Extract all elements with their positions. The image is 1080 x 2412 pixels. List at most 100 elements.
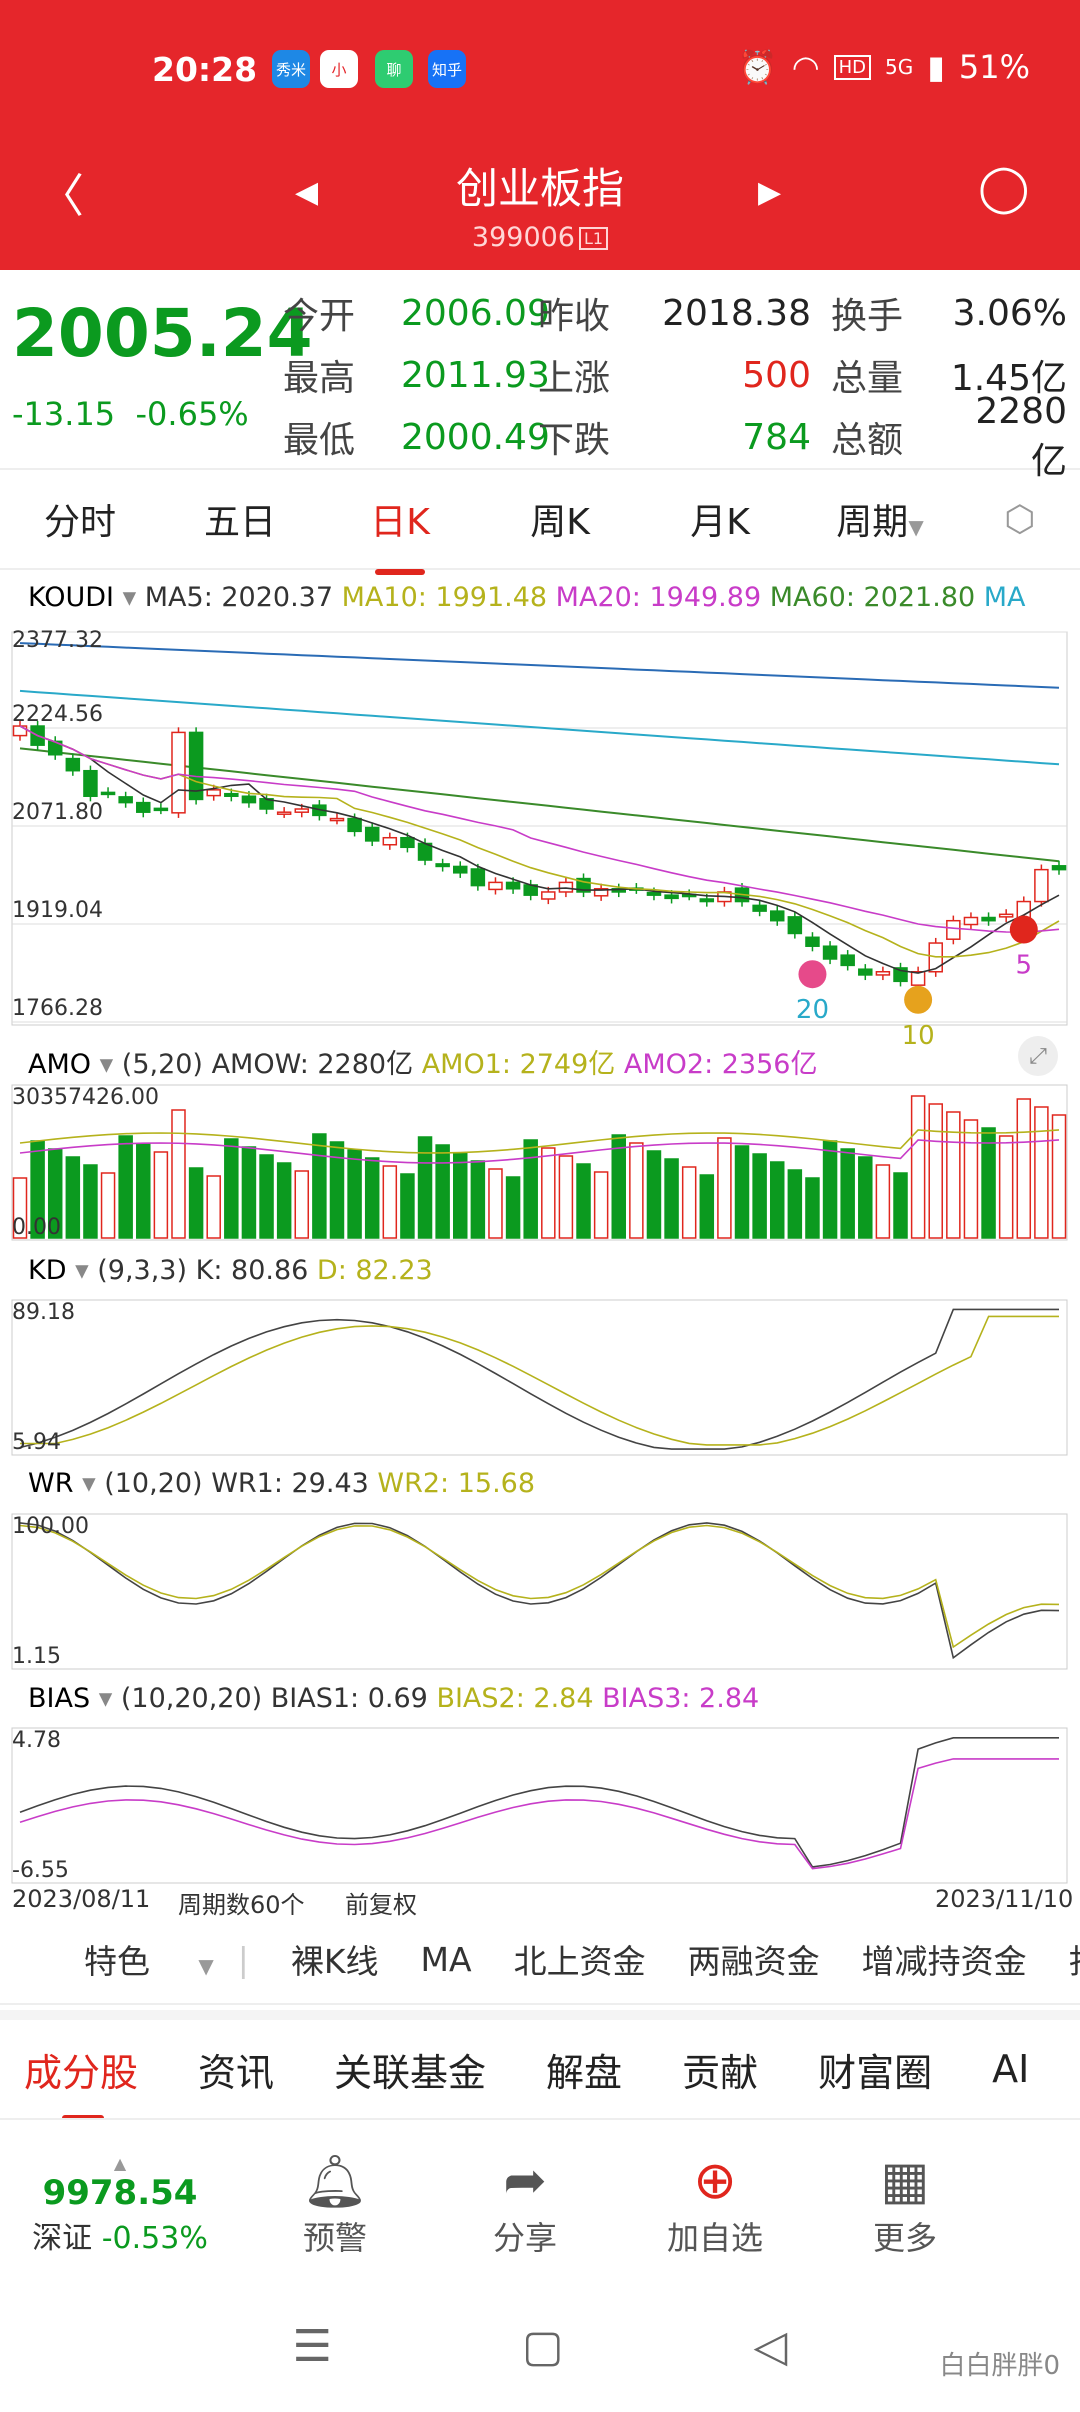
menu-icon[interactable]: ☰ bbox=[292, 2320, 333, 2372]
adjust-mode[interactable]: 前复权 bbox=[345, 1891, 417, 1919]
amo-bar bbox=[787, 1169, 803, 1239]
label-high: 最高 bbox=[283, 358, 356, 399]
amo-bar bbox=[963, 1119, 979, 1239]
quote-row: 最低 2000.49 下跌 784 总额 2280亿 bbox=[283, 391, 1073, 482]
amo-bar bbox=[400, 1173, 415, 1239]
feature-limit-up[interactable]: 打板 bbox=[1069, 1935, 1080, 1983]
caret-up-icon: ▲ bbox=[113, 2153, 127, 2173]
amo-bar bbox=[171, 1109, 186, 1239]
candle bbox=[188, 731, 204, 801]
tab-five-day[interactable]: 五日 bbox=[203, 502, 276, 543]
amo-bar bbox=[435, 1144, 450, 1239]
feature-margin[interactable]: 两融资金 bbox=[687, 1942, 820, 1981]
search-icon[interactable]: ◯ bbox=[978, 160, 1030, 214]
candle bbox=[206, 789, 221, 797]
candle bbox=[858, 968, 873, 976]
kline-legend[interactable]: KOUDI ▾ MA5: 2020.37 MA10: 1991.48 MA20:… bbox=[28, 582, 1026, 613]
tab-news[interactable]: 资讯 bbox=[198, 2050, 275, 2095]
amo-bar bbox=[981, 1127, 996, 1239]
wr-legend[interactable]: WR ▾ (10,20) WR1: 29.43 WR2: 15.68 bbox=[28, 1468, 536, 1499]
tab-daily-k[interactable]: 日K bbox=[320, 493, 480, 575]
tab-analysis[interactable]: 解盘 bbox=[546, 2050, 623, 2095]
candle bbox=[981, 916, 996, 922]
more-button[interactable]: ▦ 更多 bbox=[810, 2151, 1000, 2259]
tab-ai[interactable]: AI bbox=[992, 2047, 1030, 2091]
amo-bar bbox=[629, 1142, 644, 1239]
tab-wealth-circle[interactable]: 财富圈 bbox=[818, 2050, 933, 2095]
amo-bar bbox=[329, 1141, 345, 1239]
y-tick-label: 1919.04 bbox=[12, 898, 103, 923]
chevron-down-icon: ▾ bbox=[122, 582, 137, 613]
feature-naked-k[interactable]: 裸K线 bbox=[290, 1942, 379, 1981]
tab-period[interactable]: 周期▼ bbox=[836, 502, 924, 543]
feature-northbound[interactable]: 北上资金 bbox=[513, 1942, 646, 1981]
tab-monthly-k[interactable]: 月K bbox=[690, 502, 750, 543]
amo-bar bbox=[576, 1163, 591, 1239]
candle bbox=[364, 826, 380, 842]
candle bbox=[646, 891, 662, 896]
amo-bar bbox=[699, 1174, 715, 1239]
share-button[interactable]: ➦ 分享 bbox=[430, 2151, 620, 2259]
candle bbox=[998, 913, 1014, 918]
hd-icon: HD bbox=[833, 54, 872, 80]
candle bbox=[171, 731, 186, 814]
alarm-icon: ⏰ bbox=[737, 48, 778, 86]
back-icon[interactable]: 〈 bbox=[38, 169, 84, 223]
add-watchlist-button[interactable]: ⊕ 加自选 bbox=[620, 2151, 810, 2259]
app-icon-xiaohongshu: 小 bbox=[320, 50, 358, 88]
amo-bar bbox=[136, 1143, 151, 1239]
tab-contribution[interactable]: 贡献 bbox=[682, 2050, 759, 2095]
amo-bar bbox=[946, 1111, 961, 1239]
bias1-line bbox=[19, 1737, 1059, 1868]
quote-panel: 2005.24 -13.15 -0.65% 今开 2006.09 昨收 2018.3… bbox=[0, 270, 1080, 482]
pane-frame bbox=[11, 1084, 1068, 1241]
label-up-count: 上涨 bbox=[538, 358, 611, 399]
back-nav-icon[interactable]: ◁ bbox=[753, 2320, 788, 2372]
amo-bar bbox=[382, 1165, 398, 1239]
tab-related-funds[interactable]: 关联基金 bbox=[334, 2050, 487, 2095]
settings-hexagon-icon[interactable]: ⬡ bbox=[1004, 498, 1036, 540]
feature-bar: 特色 ▼ | 裸K线 MA 北上资金 两融资金 增减持资金 打板 bbox=[0, 1915, 1080, 2005]
wr-ymin: 1.15 bbox=[12, 1644, 61, 1669]
shenzhen-index-ticker[interactable]: ▲ 9978.54 深证 -0.53% bbox=[0, 2154, 240, 2257]
page-title: 创业板指 bbox=[455, 164, 624, 213]
battery-icon: ▮ bbox=[927, 48, 945, 86]
prev-index-icon[interactable]: ◀ bbox=[295, 175, 319, 210]
candle bbox=[12, 725, 28, 737]
amo-legend[interactable]: AMO ▾ (5,20) AMOW: 2280亿 AMO1: 2749亿 AMO… bbox=[28, 1049, 818, 1080]
alert-button[interactable]: 🔔︎ 预警 bbox=[240, 2151, 430, 2259]
kd-legend[interactable]: KD ▾ (9,3,3) K: 80.86 D: 82.23 bbox=[28, 1255, 433, 1286]
value-open: 2006.09 bbox=[401, 292, 550, 334]
signal-count: 20 bbox=[796, 995, 829, 1025]
tab-intraday[interactable]: 分时 bbox=[43, 502, 116, 543]
bias3-line bbox=[19, 1758, 1059, 1870]
bell-icon: 🔔︎ bbox=[301, 2152, 368, 2212]
home-icon[interactable]: ▢ bbox=[522, 2320, 564, 2372]
candle bbox=[822, 945, 838, 960]
amo-bar bbox=[893, 1172, 908, 1239]
feature-holding-change[interactable]: 增减持资金 bbox=[861, 1942, 1027, 1981]
amo-bar bbox=[541, 1147, 556, 1239]
section-tabs: 成分股 资讯 关联基金 解盘 贡献 财富圈 AI bbox=[0, 2010, 1080, 2120]
candle bbox=[276, 811, 292, 815]
amo-bar bbox=[998, 1135, 1014, 1239]
grid-icon: ▦ bbox=[880, 2151, 930, 2211]
amo-bar bbox=[1034, 1106, 1049, 1239]
tab-weekly-k[interactable]: 周K bbox=[530, 502, 590, 543]
value-prev-close: 2018.38 bbox=[662, 292, 811, 334]
feature-ma[interactable]: MA bbox=[420, 1939, 472, 1979]
y-tick-label: 2377.32 bbox=[12, 628, 103, 653]
amo-bar bbox=[1016, 1098, 1032, 1239]
feature-special[interactable]: 特色 ▼ bbox=[84, 1942, 214, 1981]
next-index-icon[interactable]: ▶ bbox=[758, 175, 782, 210]
candle bbox=[65, 757, 81, 772]
tab-constituents[interactable]: 成分股 bbox=[24, 2042, 138, 2118]
bias-legend[interactable]: BIAS ▾ (10,20,20) BIAS1: 0.69 BIAS2: 2.8… bbox=[28, 1683, 760, 1714]
amo-bar bbox=[470, 1160, 486, 1239]
amo-bar bbox=[875, 1164, 891, 1239]
expand-icon[interactable]: ⤢ bbox=[1018, 1036, 1058, 1076]
kline-chart[interactable]: 20 10 5 bbox=[0, 0, 1080, 1915]
candle bbox=[400, 836, 415, 849]
candle bbox=[1034, 868, 1049, 903]
wifi-icon: ◠ bbox=[791, 48, 820, 86]
